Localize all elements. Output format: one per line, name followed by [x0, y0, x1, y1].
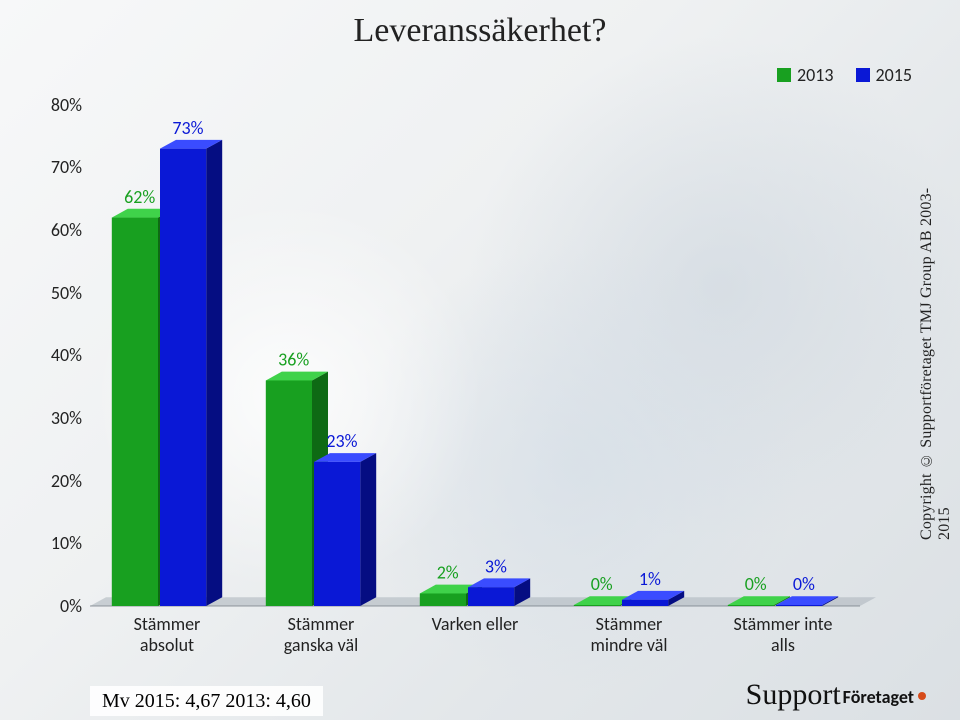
legend-swatch-2015	[856, 68, 870, 82]
y-tick-label: 40%	[51, 344, 82, 366]
bar-value-label: 23%	[326, 430, 357, 452]
slide-container: Leveranssäkerhet? 2013 2015 Copyright © …	[0, 0, 960, 720]
bar-value-label: 1%	[639, 568, 661, 590]
bar-value-label: 0%	[745, 573, 767, 595]
bar-front	[728, 605, 774, 606]
chart-title: Leveranssäkerhet?	[0, 12, 960, 50]
chart-svg: 62% 73% 36% 23% 2% 3% 0% 1% 0% 0%	[90, 90, 860, 610]
bar-front	[160, 149, 206, 606]
legend-label-2013: 2013	[797, 64, 834, 86]
bar-front	[266, 380, 312, 606]
legend-swatch-2013	[777, 68, 791, 82]
y-tick-label: 80%	[51, 94, 82, 116]
bar-front	[468, 587, 514, 606]
x-tick-label: Varken eller	[398, 612, 552, 660]
bar-value-label: 73%	[172, 117, 203, 139]
legend-item-2015: 2015	[856, 64, 913, 86]
y-tick-label: 70%	[51, 156, 82, 178]
copyright-text: Copyright © Supportföretaget TMJ Group A…	[918, 180, 954, 540]
y-axis-labels: 0% 10% 20% 30% 40% 50% 60% 70% 80%	[30, 90, 86, 660]
mean-value-box: Mv 2015: 4,67 2013: 4,60	[90, 686, 323, 716]
legend-item-2013: 2013	[777, 64, 834, 86]
x-tick-label: Stämmer inte alls	[706, 612, 860, 660]
bar-value-label: 3%	[485, 555, 507, 577]
bar-value-label: 2%	[437, 562, 459, 584]
x-tick-label: Stämmer absolut	[90, 612, 244, 660]
bar-front	[112, 218, 158, 606]
brand-logo: Support Företaget	[746, 680, 926, 710]
logo-dot-icon	[918, 692, 926, 700]
y-tick-label: 10%	[51, 532, 82, 554]
y-tick-label: 20%	[51, 470, 82, 492]
y-tick-label: 30%	[51, 407, 82, 429]
x-tick-label: Stämmer mindre väl	[552, 612, 706, 660]
y-tick-label: 60%	[51, 219, 82, 241]
bar-front	[574, 605, 620, 606]
y-tick-label: 0%	[60, 595, 82, 617]
x-axis-labels: Stämmer absolutStämmer ganska välVarken …	[90, 612, 860, 660]
bar-front	[420, 593, 466, 606]
bar-front	[622, 600, 668, 606]
bar-value-label: 36%	[278, 349, 309, 371]
plot-area: 62% 73% 36% 23% 2% 3% 0% 1% 0% 0%	[90, 90, 860, 610]
logo-block-text: Företaget	[843, 686, 914, 708]
x-tick-label: Stämmer ganska väl	[244, 612, 398, 660]
bar-value-label: 62%	[124, 186, 155, 208]
bar-side	[360, 453, 376, 606]
bar-value-label: 0%	[793, 573, 815, 595]
bar-side	[206, 140, 222, 606]
legend-label-2015: 2015	[876, 64, 913, 86]
bar-value-label: 0%	[591, 573, 613, 595]
legend: 2013 2015	[777, 64, 912, 86]
chart-area: 0% 10% 20% 30% 40% 50% 60% 70% 80% 62% 73% 36% 23% 2…	[30, 90, 860, 660]
bar-front	[776, 605, 822, 606]
logo-script-text: Support	[746, 680, 841, 710]
bar-front	[314, 462, 360, 606]
y-tick-label: 50%	[51, 282, 82, 304]
